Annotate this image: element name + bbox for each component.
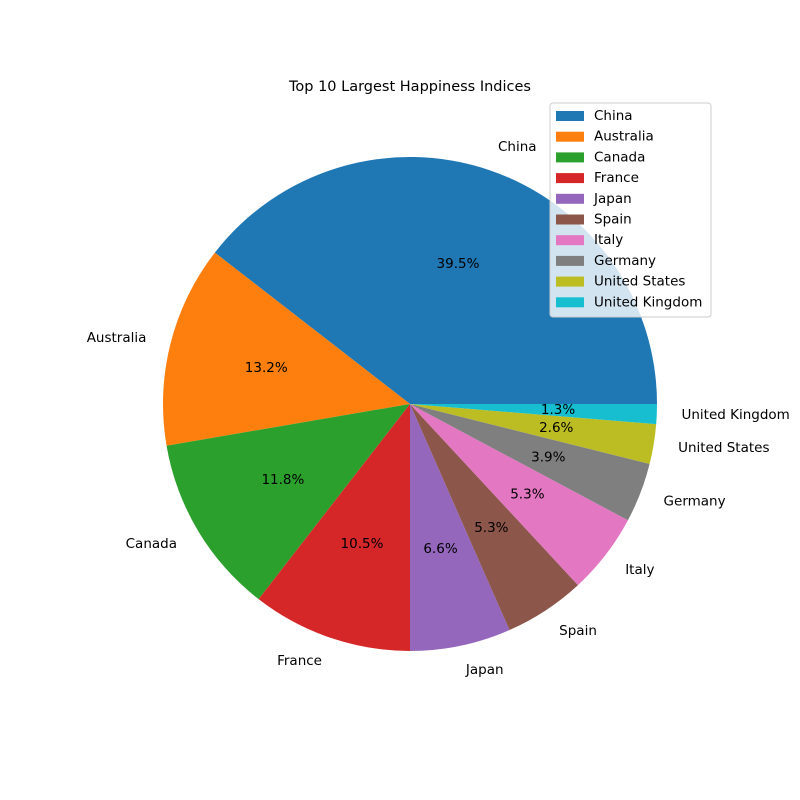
pie-slice-spain — [410, 404, 578, 631]
legend-swatch-france — [556, 173, 584, 184]
slice-label-australia: Australia — [87, 330, 147, 346]
slice-label-united-kingdom: United Kingdom — [681, 407, 789, 423]
legend-swatch-united-states — [556, 276, 584, 287]
legend: China Australia Canada France Japan Spain Ital… — [549, 102, 712, 318]
pct-labels-layer: 39.5% 13.2% 11.8% 10.5% 6.6% 5.3% 5.3% 3.9% 2.6%… — [245, 256, 576, 557]
legend-label-spain: Spain — [594, 212, 632, 228]
slice-pct-australia: 13.2% — [245, 360, 288, 376]
slice-label-canada: Canada — [126, 536, 177, 552]
legend-label-australia: Australia — [594, 129, 654, 145]
slice-pct-japan: 6.6% — [423, 541, 457, 557]
legend-frame — [549, 102, 712, 318]
legend-label-china: China — [594, 108, 633, 124]
legend-swatch-australia — [556, 131, 584, 142]
slice-label-france: France — [277, 653, 322, 669]
legend-swatch-japan — [556, 193, 584, 204]
slice-pct-spain: 5.3% — [474, 520, 508, 536]
slice-pct-france: 10.5% — [341, 536, 384, 552]
slice-label-italy: Italy — [625, 562, 654, 578]
pie-slice-china — [214, 156, 657, 404]
slice-pct-italy: 5.3% — [510, 486, 544, 502]
pie-slice-united-states — [410, 404, 657, 464]
legend-swatch-china — [556, 111, 584, 121]
legend-label-italy: Italy — [594, 232, 623, 248]
pie-slice-france — [258, 404, 410, 651]
pie-slice-germany — [410, 404, 650, 521]
pie-slice-united-kingdom — [410, 404, 657, 425]
slice-label-spain: Spain — [559, 623, 597, 639]
slice-pct-united-states: 2.6% — [539, 420, 573, 436]
pie-slice-italy — [410, 404, 628, 586]
legend-swatch-united-kingdom — [556, 297, 584, 308]
outer-labels-layer: China Australia Canada France Japan Spain Ital… — [87, 139, 790, 678]
legend-label-united-states: United States — [594, 274, 685, 290]
legend-swatch-germany — [556, 255, 584, 266]
legend-label-canada: Canada — [594, 149, 645, 165]
legend-swatch-canada — [556, 152, 584, 163]
legend-label-japan: Japan — [593, 191, 632, 207]
slice-label-united-states: United States — [678, 440, 769, 456]
slices-layer — [163, 156, 657, 651]
pie-slice-canada — [166, 404, 410, 600]
pie-slice-australia — [163, 252, 410, 446]
slice-label-china: China — [498, 139, 537, 155]
pie-slice-japan — [410, 404, 510, 651]
slice-pct-canada: 11.8% — [261, 472, 304, 488]
legend-swatch-spain — [556, 214, 584, 225]
slice-pct-china: 39.5% — [437, 256, 480, 272]
slice-label-germany: Germany — [664, 494, 726, 510]
slice-pct-united-kingdom: 1.3% — [541, 402, 575, 418]
legend-label-united-kingdom: United Kingdom — [594, 294, 702, 310]
slice-label-japan: Japan — [465, 662, 504, 678]
legend-label-france: France — [594, 170, 639, 186]
slice-pct-germany: 3.9% — [531, 449, 565, 465]
legend-swatch-italy — [556, 235, 584, 246]
chart-title: Top 10 Largest Happiness Indices — [288, 79, 531, 95]
legend-label-germany: Germany — [594, 253, 656, 269]
